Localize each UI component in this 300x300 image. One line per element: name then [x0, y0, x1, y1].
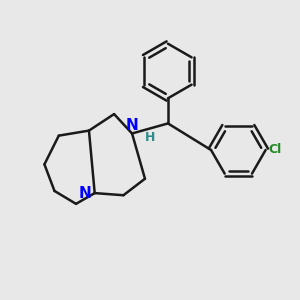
Text: H: H [145, 131, 155, 144]
Text: N: N [126, 118, 138, 133]
Text: N: N [79, 186, 92, 201]
Text: Cl: Cl [268, 143, 282, 157]
